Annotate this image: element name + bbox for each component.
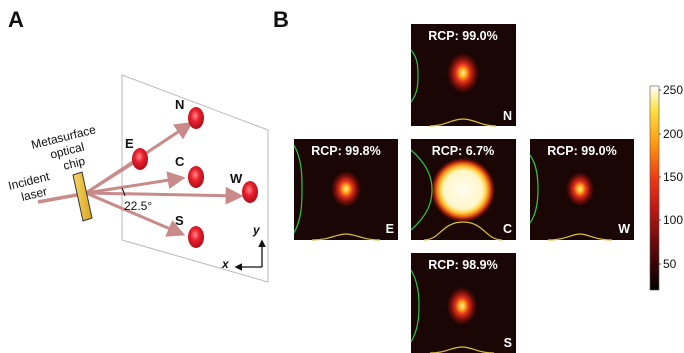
panel-n-beam: [447, 53, 479, 93]
colorbar-tick-100: 100: [663, 213, 683, 227]
angle-label: 22.5°: [124, 199, 152, 213]
panel-b-letter: B: [273, 7, 289, 32]
panel-s-beam: [447, 287, 477, 325]
panel-n-vertical-profile: [410, 49, 419, 103]
panel-s-corner: S: [504, 336, 512, 350]
colorbar-ticks: 250 200 150 100 50: [659, 83, 683, 271]
colorbar-tick-150: 150: [663, 170, 683, 184]
panel-w-rcp: RCP: 99.0%: [547, 144, 616, 158]
incident-beam: [37, 192, 83, 204]
screen-spots: [132, 107, 258, 248]
angle-arc: [121, 187, 126, 197]
panel-e-vertical-profile: [293, 144, 303, 234]
beam-west: [85, 186, 244, 205]
panel-c-corner: C: [503, 222, 512, 236]
spot-label-n: N: [175, 97, 184, 112]
panel-w-vertical-profile: [529, 154, 539, 224]
panel-s-vertical-profile: [410, 269, 420, 343]
beam-south: [85, 191, 186, 237]
panel-a: A 22.5° N E C W S: [7, 7, 269, 283]
panel-w-beam: [566, 172, 594, 206]
panel-s-horizontal-profile: [429, 346, 495, 353]
panel-c-vertical-profile: [410, 149, 433, 231]
metasurface-chip: [72, 171, 93, 222]
spot-c: [188, 166, 204, 188]
colorbar-tick-200: 200: [663, 127, 683, 141]
panel-a-letter: A: [8, 7, 24, 32]
panel-n-rcp: RCP: 99.0%: [428, 29, 497, 43]
colorbar-gradient: [649, 85, 660, 291]
beam-center: [85, 171, 186, 195]
panel-c-rcp: RCP: 6.7%: [432, 144, 495, 158]
laser-label-line2: laser: [20, 184, 49, 204]
beam-east: [85, 158, 139, 195]
panel-n-horizontal-profile: [429, 118, 497, 127]
beam-panel-c: RCP: 6.7% C: [410, 139, 516, 241]
spot-e: [132, 148, 148, 170]
colorbar-tick-50: 50: [663, 257, 677, 271]
panel-e-corner: E: [386, 222, 394, 236]
panel-e-beam: [331, 171, 361, 207]
colorbar: 250 200 150 100 50: [649, 83, 683, 291]
spot-w: [242, 181, 258, 203]
panel-e-rcp: RCP: 99.8%: [311, 144, 380, 158]
x-axis-label: x: [221, 257, 230, 271]
spot-label-s: S: [175, 213, 184, 228]
spot-label-e: E: [125, 136, 134, 151]
panel-w-corner: W: [618, 222, 630, 236]
panel-s-rcp: RCP: 98.9%: [428, 258, 497, 272]
panel-c-beam: [431, 158, 495, 222]
panel-b: B RCP: 99.0% N RCP: 99.8% E RCP: 6.7%: [273, 7, 683, 353]
panel-w-horizontal-profile: [547, 233, 613, 241]
chip-label-line3: chip: [62, 154, 87, 173]
spot-label-c: C: [175, 154, 185, 169]
panel-e-horizontal-profile: [311, 233, 381, 241]
y-axis-label: y: [252, 223, 261, 237]
colorbar-tick-250: 250: [663, 83, 683, 97]
beam-panel-w: RCP: 99.0% W: [529, 139, 634, 241]
spot-label-w: W: [230, 171, 243, 186]
panel-c-horizontal-profile: [423, 221, 503, 241]
beam-panel-n: RCP: 99.0% N: [410, 24, 516, 127]
spot-s: [188, 226, 204, 248]
beam-panel-e: RCP: 99.8% E: [293, 139, 398, 241]
beam-panel-s: RCP: 98.9% S: [410, 253, 516, 353]
xy-axes: y x: [221, 223, 266, 271]
panel-n-corner: N: [503, 109, 512, 123]
spot-n: [188, 107, 204, 129]
